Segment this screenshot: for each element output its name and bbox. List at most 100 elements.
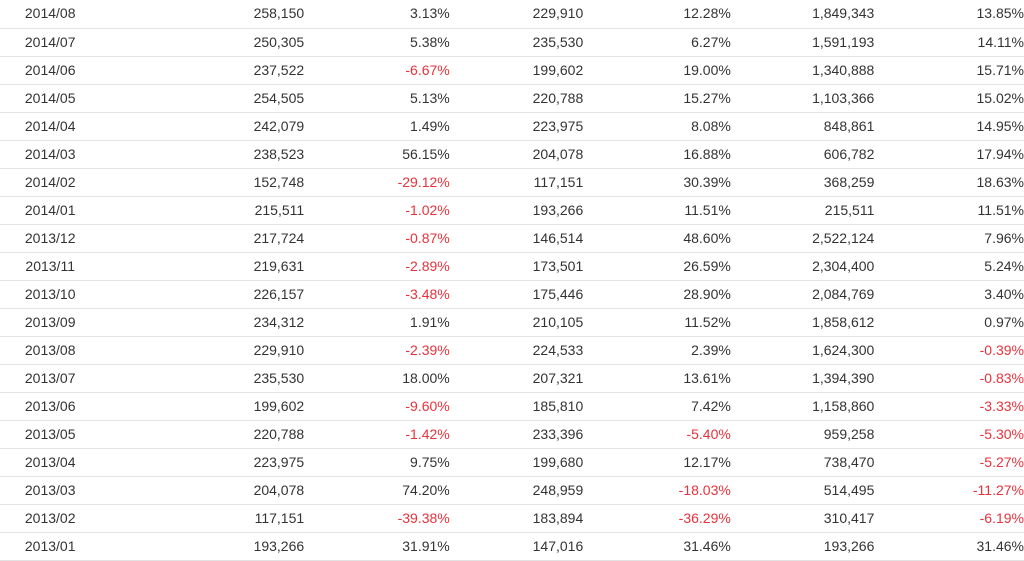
table-row: 2013/03 204,078 74.20% 248,959 -18.03% 514,49… [0, 476, 1024, 505]
compare-change-cell: 12.28% [583, 0, 731, 29]
compare-value-cell: 235,530 [449, 28, 584, 57]
cumulative-change-cell: 14.11% [874, 28, 1024, 57]
compare-change-cell: 19.00% [583, 56, 731, 85]
cumulative-change-cell: 31.46% [874, 532, 1024, 561]
compare-value-cell: 204,078 [449, 140, 584, 169]
table-row: 2014/02 152,748 -29.12% 117,151 30.39% 368,25… [0, 168, 1024, 197]
change-cell: -9.60% [304, 392, 450, 421]
table-row: 2013/09 234,312 1.91% 210,105 11.52% 1,858,61… [0, 308, 1024, 337]
month-cell: 2013/05 [0, 420, 101, 449]
cumulative-cell: 606,782 [730, 140, 875, 169]
change-cell: 3.13% [304, 0, 450, 29]
compare-value-cell: 185,810 [449, 392, 584, 421]
cumulative-change-cell: 18.63% [874, 168, 1024, 197]
table-row: 2013/04 223,975 9.75% 199,680 12.17% 738,470-… [0, 448, 1024, 477]
change-cell: -39.38% [304, 504, 450, 533]
cumulative-cell: 1,158,860 [730, 392, 875, 421]
cumulative-cell: 959,258 [730, 420, 875, 449]
month-cell: 2014/07 [0, 28, 101, 57]
compare-value-cell: 173,501 [449, 252, 584, 281]
compare-change-cell: 11.51% [583, 196, 731, 225]
value-cell: 199,602 [100, 392, 305, 421]
cumulative-change-cell: -11.27% [874, 476, 1024, 505]
compare-change-cell: 48.60% [583, 224, 731, 253]
table-row: 2013/06 199,602 -9.60% 185,810 7.42% 1,158,86… [0, 392, 1024, 421]
compare-value-cell: 224,533 [449, 336, 584, 365]
change-cell: 56.15% [304, 140, 450, 169]
cumulative-change-cell: 0.97% [874, 308, 1024, 337]
cumulative-change-cell: 13.85% [874, 0, 1024, 29]
compare-value-cell: 199,602 [449, 56, 584, 85]
value-cell: 152,748 [100, 168, 305, 197]
table-row: 2013/07 235,530 18.00% 207,321 13.61% 1,394,3… [0, 364, 1024, 393]
compare-value-cell: 146,514 [449, 224, 584, 253]
cumulative-cell: 310,417 [730, 504, 875, 533]
cumulative-change-cell: -6.19% [874, 504, 1024, 533]
month-cell: 2013/01 [0, 532, 101, 561]
cumulative-cell: 368,259 [730, 168, 875, 197]
compare-value-cell: 233,396 [449, 420, 584, 449]
change-cell: -3.48% [304, 280, 450, 309]
cumulative-cell: 1,394,390 [730, 364, 875, 393]
table-row: 2014/01 215,511 -1.02% 193,266 11.51% 215,511… [0, 196, 1024, 225]
compare-value-cell: 117,151 [449, 168, 584, 197]
change-cell: -1.42% [304, 420, 450, 449]
compare-value-cell: 223,975 [449, 112, 584, 141]
table-row: 2014/08 258,150 3.13% 229,910 12.28% 1,849,34… [0, 0, 1024, 29]
month-cell: 2013/08 [0, 336, 101, 365]
cumulative-change-cell: 5.24% [874, 252, 1024, 281]
cumulative-change-cell: 15.02% [874, 84, 1024, 113]
value-cell: 235,530 [100, 364, 305, 393]
compare-change-cell: 16.88% [583, 140, 731, 169]
cumulative-change-cell: -5.30% [874, 420, 1024, 449]
table-row: 2013/08 229,910 -2.39% 224,533 2.39% 1,624,30… [0, 336, 1024, 365]
value-cell: 219,631 [100, 252, 305, 281]
change-cell: -1.02% [304, 196, 450, 225]
cumulative-cell: 514,495 [730, 476, 875, 505]
table-row: 2013/05 220,788 -1.42% 233,396 -5.40% 959,258… [0, 420, 1024, 449]
cumulative-cell: 1,591,193 [730, 28, 875, 57]
month-cell: 2013/10 [0, 280, 101, 309]
compare-change-cell: -36.29% [583, 504, 731, 533]
value-cell: 250,305 [100, 28, 305, 57]
table-row: 2013/12 217,724 -0.87% 146,514 48.60% 2,522,1… [0, 224, 1024, 253]
change-cell: 18.00% [304, 364, 450, 393]
month-cell: 2014/01 [0, 196, 101, 225]
table-row: 2013/01 193,266 31.91% 147,016 31.46% 193,266… [0, 532, 1024, 561]
value-cell: 215,511 [100, 196, 305, 225]
value-cell: 217,724 [100, 224, 305, 253]
cumulative-cell: 1,103,366 [730, 84, 875, 113]
value-cell: 258,150 [100, 0, 305, 29]
compare-value-cell: 210,105 [449, 308, 584, 337]
compare-change-cell: -18.03% [583, 476, 731, 505]
month-cell: 2013/02 [0, 504, 101, 533]
cumulative-cell: 2,304,400 [730, 252, 875, 281]
compare-change-cell: 28.90% [583, 280, 731, 309]
compare-change-cell: 26.59% [583, 252, 731, 281]
cumulative-change-cell: -0.39% [874, 336, 1024, 365]
compare-value-cell: 175,446 [449, 280, 584, 309]
compare-value-cell: 220,788 [449, 84, 584, 113]
table-row: 2013/11 219,631 -2.89% 173,501 26.59% 2,304,4… [0, 252, 1024, 281]
change-cell: 5.13% [304, 84, 450, 113]
compare-change-cell: 30.39% [583, 168, 731, 197]
change-cell: 5.38% [304, 28, 450, 57]
compare-value-cell: 207,321 [449, 364, 584, 393]
cumulative-change-cell: 15.71% [874, 56, 1024, 85]
month-cell: 2014/05 [0, 84, 101, 113]
compare-value-cell: 199,680 [449, 448, 584, 477]
compare-change-cell: 7.42% [583, 392, 731, 421]
value-cell: 238,523 [100, 140, 305, 169]
month-cell: 2013/07 [0, 364, 101, 393]
month-cell: 2013/12 [0, 224, 101, 253]
change-cell: -2.89% [304, 252, 450, 281]
value-cell: 234,312 [100, 308, 305, 337]
value-cell: 237,522 [100, 56, 305, 85]
change-cell: 1.49% [304, 112, 450, 141]
cumulative-cell: 1,624,300 [730, 336, 875, 365]
value-cell: 223,975 [100, 448, 305, 477]
month-cell: 2014/06 [0, 56, 101, 85]
compare-change-cell: 6.27% [583, 28, 731, 57]
cumulative-cell: 2,084,769 [730, 280, 875, 309]
